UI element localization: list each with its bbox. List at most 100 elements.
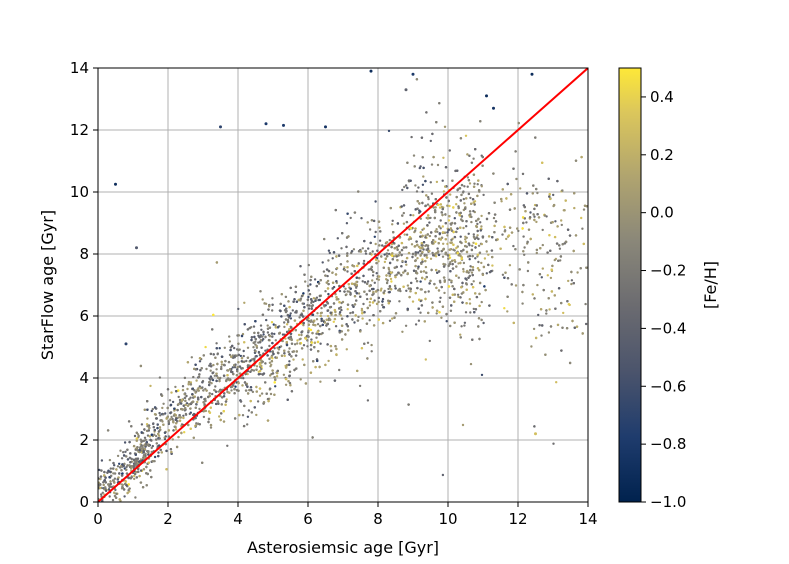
scatter-point	[329, 311, 332, 314]
scatter-point	[113, 481, 116, 484]
scatter-point	[171, 400, 175, 404]
scatter-point	[465, 270, 468, 274]
scatter-point	[174, 414, 177, 417]
scatter-point	[402, 204, 406, 207]
scatter-point	[553, 258, 556, 262]
scatter-point	[508, 226, 512, 229]
scatter-point	[425, 244, 428, 247]
scatter-point	[388, 274, 391, 278]
scatter-point	[319, 342, 322, 345]
scatter-point	[307, 329, 310, 333]
scatter-point	[127, 420, 131, 423]
scatter-point	[316, 340, 320, 344]
scatter-point	[536, 283, 539, 287]
scatter-point	[441, 255, 445, 258]
scatter-point	[243, 381, 247, 384]
scatter-point	[316, 330, 319, 333]
scatter-point	[170, 415, 173, 419]
scatter-point	[549, 276, 553, 280]
scatter-point	[435, 309, 439, 312]
scatter-point	[407, 403, 410, 406]
scatter-point	[292, 358, 295, 361]
scatter-point	[485, 272, 488, 275]
scatter-point	[456, 227, 459, 230]
scatter-point	[225, 398, 228, 401]
scatter-point	[422, 175, 425, 178]
scatter-point	[139, 438, 142, 441]
scatter-point	[262, 401, 266, 404]
scatter-point	[310, 341, 313, 344]
scatter-point	[289, 332, 293, 335]
scatter-point	[421, 250, 424, 254]
scatter-point	[189, 427, 192, 430]
scatter-point	[109, 474, 113, 478]
scatter-point	[441, 305, 445, 308]
scatter-point	[275, 356, 278, 359]
scatter-point	[300, 347, 304, 350]
scatter-point	[426, 203, 430, 206]
scatter-point	[264, 335, 267, 339]
scatter-point	[151, 460, 154, 463]
scatter-point	[447, 219, 451, 222]
scatter-point	[189, 396, 192, 399]
scatter-point	[471, 254, 474, 258]
scatter-point	[455, 211, 458, 214]
scatter-point	[442, 190, 446, 193]
scatter-point	[365, 293, 368, 296]
scatter-point	[388, 290, 391, 294]
scatter-point	[147, 444, 151, 447]
scatter-point	[108, 485, 111, 489]
scatter-point	[121, 472, 124, 475]
scatter-point	[451, 267, 455, 270]
scatter-point	[231, 366, 234, 369]
scatter-point	[219, 418, 222, 422]
scatter-point	[430, 192, 434, 195]
scatter-point	[300, 333, 303, 337]
scatter-point	[411, 252, 415, 256]
scatter-point	[526, 269, 530, 273]
scatter-point	[233, 356, 236, 359]
scatter-point	[478, 251, 482, 254]
scatter-point	[115, 492, 118, 495]
scatter-point	[374, 290, 378, 293]
scatter-point	[104, 489, 108, 492]
scatter-point	[226, 374, 229, 377]
scatter-point	[421, 276, 424, 280]
scatter-point	[241, 414, 245, 417]
scatter-point	[210, 377, 214, 380]
scatter-point	[112, 467, 115, 470]
scatter-point	[535, 187, 538, 191]
scatter-point	[290, 338, 293, 342]
scatter-point	[106, 429, 110, 432]
scatter-point	[464, 277, 467, 280]
scatter-point	[323, 237, 326, 241]
scatter-point	[548, 308, 551, 311]
scatter-point	[350, 250, 354, 253]
scatter-point	[472, 209, 475, 213]
scatter-point	[371, 279, 374, 282]
scatter-point	[335, 255, 338, 258]
scatter-point	[195, 379, 198, 382]
scatter-point	[231, 344, 234, 348]
scatter-point	[451, 285, 454, 288]
scatter-point	[395, 265, 398, 269]
scatter-point	[159, 414, 162, 417]
scatter-point	[113, 464, 116, 467]
scatter-point	[245, 383, 248, 386]
scatter-point	[545, 215, 548, 218]
scatter-point	[333, 308, 337, 312]
scatter-point	[264, 349, 267, 352]
scatter-point	[308, 304, 311, 307]
scatter-point	[411, 300, 415, 303]
scatter-point	[314, 297, 317, 301]
scatter-point	[173, 409, 176, 412]
scatter-point	[450, 279, 453, 283]
scatter-point	[352, 248, 356, 251]
scatter-point	[531, 192, 534, 195]
scatter-point	[236, 369, 239, 373]
scatter-point	[456, 245, 459, 248]
scatter-point	[142, 450, 145, 453]
scatter-point	[116, 454, 120, 458]
scatter-point	[223, 346, 226, 349]
scatter-point	[428, 234, 432, 238]
